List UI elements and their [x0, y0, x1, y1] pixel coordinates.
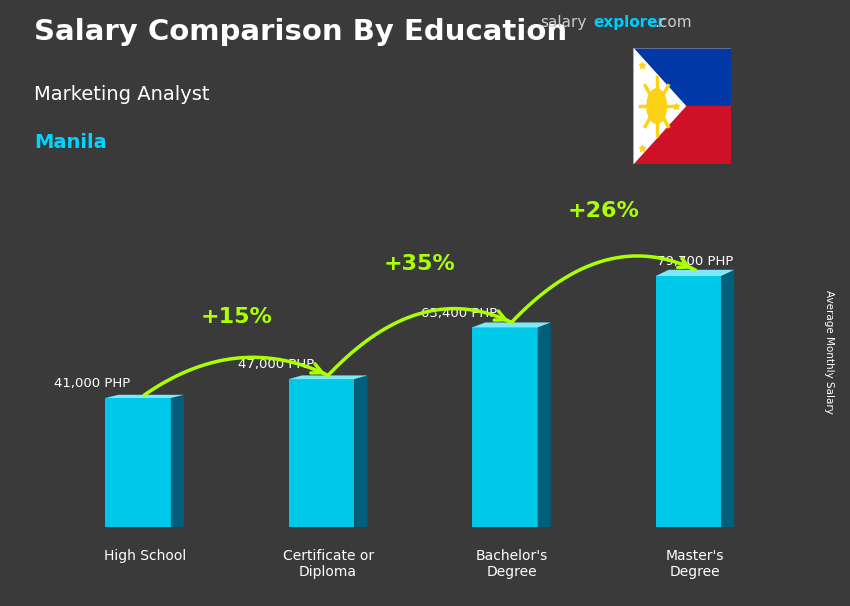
- Text: .com: .com: [654, 15, 692, 30]
- Text: 79,700 PHP: 79,700 PHP: [657, 255, 733, 268]
- Text: +15%: +15%: [201, 307, 272, 327]
- Polygon shape: [473, 322, 551, 327]
- Polygon shape: [105, 398, 171, 527]
- Text: explorer: explorer: [593, 15, 666, 30]
- Text: Bachelor's
Degree: Bachelor's Degree: [475, 549, 547, 579]
- Text: +26%: +26%: [567, 201, 639, 221]
- Text: 47,000 PHP: 47,000 PHP: [237, 358, 314, 371]
- Polygon shape: [171, 395, 184, 527]
- Text: salary: salary: [540, 15, 586, 30]
- Polygon shape: [633, 48, 731, 164]
- Polygon shape: [538, 322, 551, 527]
- Text: High School: High School: [104, 549, 186, 564]
- Text: Certificate or
Diploma: Certificate or Diploma: [282, 549, 374, 579]
- Text: +35%: +35%: [384, 253, 456, 273]
- Text: Marketing Analyst: Marketing Analyst: [34, 85, 209, 104]
- Circle shape: [647, 88, 666, 124]
- Polygon shape: [105, 395, 184, 398]
- Text: Manila: Manila: [34, 133, 107, 152]
- Text: Average Monthly Salary: Average Monthly Salary: [824, 290, 834, 413]
- Polygon shape: [633, 48, 685, 164]
- Polygon shape: [473, 327, 538, 527]
- Polygon shape: [655, 276, 721, 527]
- Text: Master's
Degree: Master's Degree: [666, 549, 724, 579]
- Text: 63,400 PHP: 63,400 PHP: [421, 307, 497, 319]
- Polygon shape: [289, 379, 354, 527]
- Polygon shape: [289, 375, 367, 379]
- Text: 41,000 PHP: 41,000 PHP: [54, 377, 130, 390]
- Text: Salary Comparison By Education: Salary Comparison By Education: [34, 18, 567, 46]
- Polygon shape: [721, 270, 734, 527]
- Polygon shape: [655, 270, 734, 276]
- Polygon shape: [354, 375, 367, 527]
- Polygon shape: [633, 48, 731, 106]
- Polygon shape: [633, 106, 731, 164]
